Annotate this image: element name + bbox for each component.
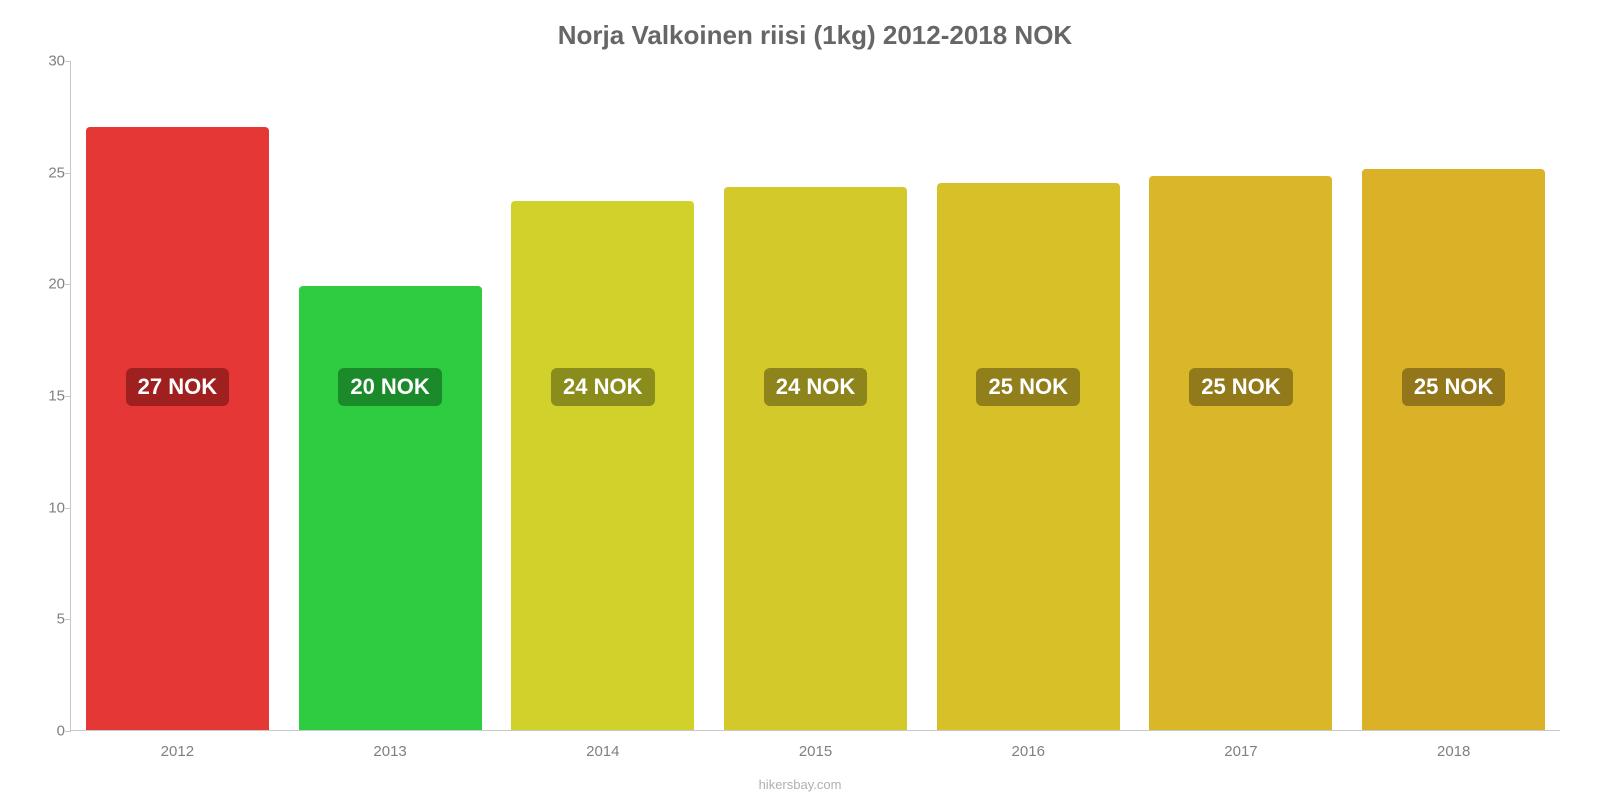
y-tick-mark [65, 508, 71, 509]
bar [86, 127, 269, 730]
bar-slot: 25 NOK2017 [1135, 61, 1348, 730]
y-tick-label: 15 [31, 388, 65, 405]
bar-label-anchor: 24 NOK [496, 368, 709, 406]
bar-slot: 27 NOK2012 [71, 61, 284, 730]
x-tick-label: 2016 [922, 743, 1135, 760]
bar-label-anchor: 20 NOK [284, 368, 497, 406]
y-tick-mark [65, 284, 71, 285]
bar-slot: 24 NOK2015 [709, 61, 922, 730]
bar-slot: 24 NOK2014 [496, 61, 709, 730]
y-tick-mark [65, 61, 71, 62]
chart-title: Norja Valkoinen riisi (1kg) 2012-2018 NO… [70, 20, 1560, 51]
y-tick-mark [65, 396, 71, 397]
bar-slot: 25 NOK2018 [1347, 61, 1560, 730]
x-tick-label: 2017 [1135, 743, 1348, 760]
bar [1362, 169, 1545, 730]
bar-label-anchor: 25 NOK [1135, 368, 1348, 406]
x-tick-label: 2012 [71, 743, 284, 760]
y-tick-label: 25 [31, 164, 65, 181]
y-tick-mark [65, 619, 71, 620]
bar-value-label: 24 NOK [551, 368, 654, 406]
bars-group: 27 NOK201220 NOK201324 NOK201424 NOK2015… [71, 61, 1560, 730]
bar-slot: 20 NOK2013 [284, 61, 497, 730]
bar-value-label: 25 NOK [976, 368, 1079, 406]
attribution: hikersbay.com [0, 777, 1600, 792]
bar [1149, 176, 1332, 730]
bar-value-label: 27 NOK [126, 368, 229, 406]
bar-slot: 25 NOK2016 [922, 61, 1135, 730]
x-tick-label: 2014 [496, 743, 709, 760]
chart-container: Norja Valkoinen riisi (1kg) 2012-2018 NO… [0, 0, 1600, 800]
bar-value-label: 25 NOK [1402, 368, 1505, 406]
bar [937, 183, 1120, 730]
bar [724, 187, 907, 730]
bar-value-label: 24 NOK [764, 368, 867, 406]
y-tick-mark [65, 173, 71, 174]
x-tick-label: 2013 [284, 743, 497, 760]
plot-area: 27 NOK201220 NOK201324 NOK201424 NOK2015… [70, 61, 1560, 731]
bar-label-anchor: 25 NOK [1347, 368, 1560, 406]
bar-value-label: 20 NOK [338, 368, 441, 406]
y-tick-label: 20 [31, 276, 65, 293]
bar-label-anchor: 24 NOK [709, 368, 922, 406]
y-tick-label: 30 [31, 53, 65, 70]
x-tick-label: 2018 [1347, 743, 1560, 760]
x-tick-label: 2015 [709, 743, 922, 760]
bar [511, 201, 694, 730]
y-tick-label: 5 [31, 611, 65, 628]
y-tick-mark [65, 731, 71, 732]
bar-value-label: 25 NOK [1189, 368, 1292, 406]
y-tick-label: 10 [31, 499, 65, 516]
y-tick-label: 0 [31, 723, 65, 740]
bar [299, 286, 482, 730]
bar-label-anchor: 25 NOK [922, 368, 1135, 406]
bar-label-anchor: 27 NOK [71, 368, 284, 406]
